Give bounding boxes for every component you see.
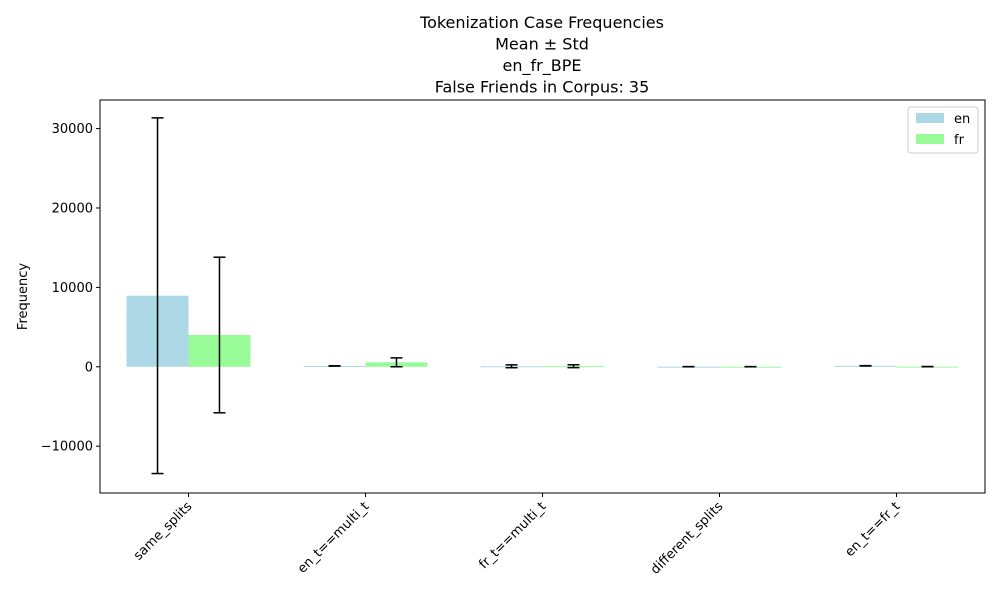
x-tick-label: en_t==multi_t [295, 499, 372, 576]
plot-frame [99, 99, 986, 494]
x-tick-label: same_splits [131, 499, 196, 564]
x-tick-label: en_t==fr_t [842, 499, 903, 560]
title-line: Tokenization Case Frequencies [419, 13, 664, 32]
y-tick-label: −10000 [41, 440, 93, 455]
title-line: False Friends in Corpus: 35 [435, 78, 650, 97]
chart-title: Tokenization Case Frequencies Mean ± Std e… [419, 13, 664, 97]
x-tick-label: fr_t==multi_t [476, 499, 549, 572]
errorbars-layer [151, 117, 934, 475]
legend-swatch-en [916, 113, 944, 123]
bars-layer [126, 295, 959, 368]
title-line: en_fr_BPE [503, 56, 582, 76]
y-tick-label: 20000 [52, 201, 93, 216]
y-axis: −10000 0 10000 20000 30000 [41, 122, 100, 455]
y-tick-label: 0 [85, 360, 93, 375]
legend-label-en: en [954, 112, 970, 127]
x-tick-label: different_splits [648, 499, 727, 578]
y-tick-label: 10000 [52, 281, 93, 296]
title-line: Mean ± Std [495, 35, 589, 54]
legend-label-fr: fr [954, 133, 965, 148]
legend: en fr [907, 106, 979, 154]
y-axis-label: Frequency [16, 263, 31, 330]
x-axis: same_splits en_t==multi_t fr_t==multi_t dif… [131, 493, 903, 578]
legend-swatch-fr [916, 134, 944, 144]
y-tick-label: 30000 [52, 122, 93, 137]
